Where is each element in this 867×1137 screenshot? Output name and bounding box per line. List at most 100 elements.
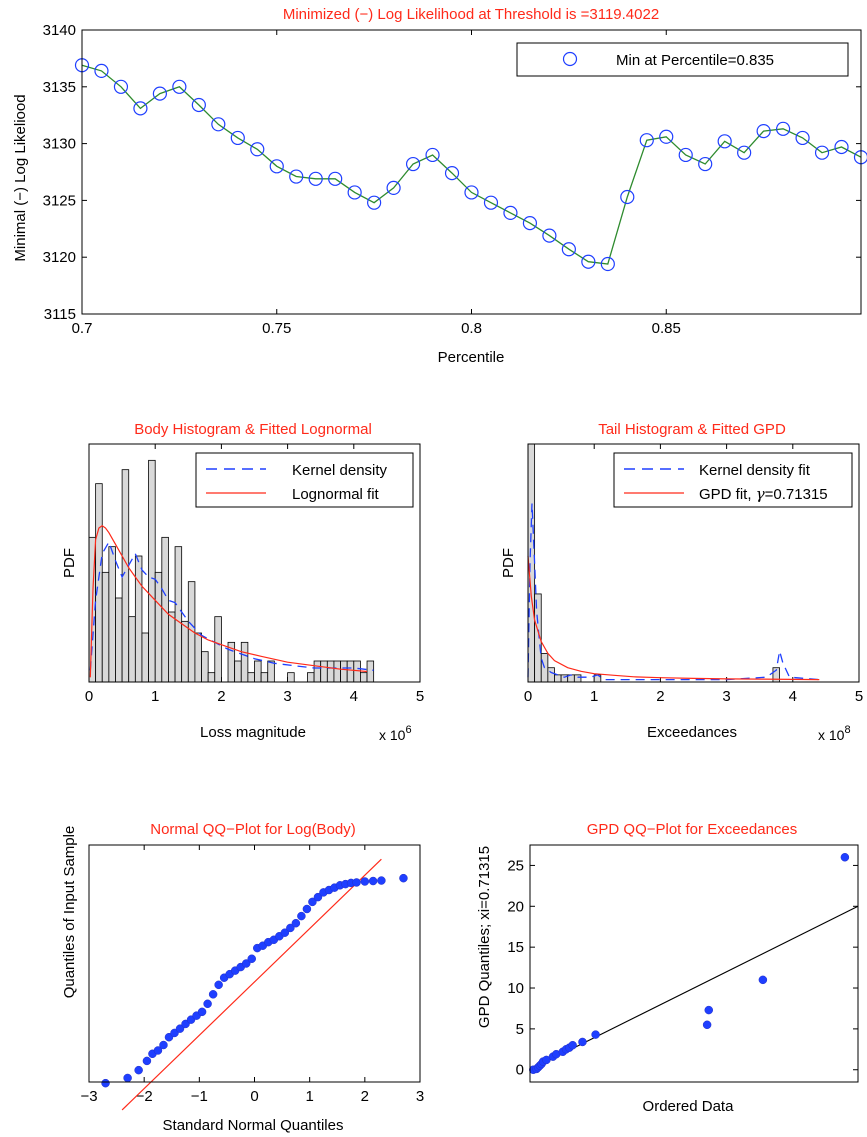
likelihood-point <box>795 130 810 146</box>
body-histogram-bar <box>307 672 315 683</box>
likelihood-point <box>678 147 693 163</box>
body-histogram-bar <box>320 660 328 683</box>
normal-qq-x-label: −2 <box>136 1088 153 1105</box>
body-histogram-bar <box>353 660 361 683</box>
normal-qq-x-label: 1 <box>305 1088 313 1105</box>
normal-qq-point <box>142 1056 152 1066</box>
likelihood-point <box>756 124 771 139</box>
likelihood-point <box>113 79 129 94</box>
gpd-qq-ylabel: GPD Quantiles; xi=0.71315 <box>476 846 493 1028</box>
gpd-qq-point <box>758 975 768 985</box>
tail-histogram-x-label: 2 <box>656 688 664 705</box>
normal-qq-point <box>159 1040 168 1050</box>
gpd-qq-point <box>704 1005 714 1015</box>
legend-entry-min-percentile: Min at Percentile=0.835 <box>616 52 774 69</box>
body-histogram-bar <box>161 536 169 683</box>
likelihood-point <box>581 254 596 269</box>
gpd-qq-axes <box>529 844 859 1083</box>
body-histogram-title: Body Histogram & Fitted Lognormal <box>134 421 372 438</box>
likelihood-point <box>542 228 557 243</box>
body-histogram-bar <box>101 571 110 683</box>
likelihood-point <box>347 185 362 200</box>
normal-qq-point <box>377 876 386 885</box>
normal-qq-axes <box>88 844 421 1083</box>
legend-entry-gpd-fit: GPD fit, γ=0.71315 <box>699 485 828 503</box>
body-histogram-bar <box>346 660 355 683</box>
likelihood-point <box>561 242 576 257</box>
likelihood-y-label: 3135 <box>43 79 76 96</box>
tail-histogram-axes <box>527 443 860 683</box>
likelihood-point <box>211 117 226 132</box>
body-histogram-bar <box>128 616 136 683</box>
normal-qq-point <box>208 990 218 999</box>
body-histogram-bar <box>260 672 269 683</box>
tail-histogram-legend: Kernel density fit GPD fit, γ=0.71315 <box>613 452 853 508</box>
gpd-qq-point <box>591 1030 600 1039</box>
normal-qq-point <box>368 876 378 886</box>
likelihood-x-label: 0.85 <box>652 320 681 337</box>
likelihood-y-label: 3140 <box>43 22 76 39</box>
normal-qq-point <box>203 999 212 1009</box>
body-histogram-x-label: 4 <box>350 688 358 705</box>
gpd-qq-point <box>568 1040 577 1050</box>
body-histogram-x-label: 3 <box>283 688 291 705</box>
likelihood-point <box>269 159 284 174</box>
likelihood-point <box>367 195 382 210</box>
body-histogram-bar <box>181 620 189 683</box>
likelihood-y-label: 3125 <box>43 192 76 209</box>
body-histogram-bar <box>340 660 348 683</box>
likelihood-point <box>425 147 440 163</box>
gpd-qq-chart: GPD QQ−Plot for Exceedances GPD Quantile… <box>476 821 859 1115</box>
likelihood-point <box>405 156 421 172</box>
normal-qq-x-label: −3 <box>80 1088 97 1105</box>
normal-qq-point <box>123 1073 132 1083</box>
normal-qq-point <box>352 878 361 887</box>
body-histogram-bar <box>168 611 176 683</box>
tail-histogram-x-label: 1 <box>590 688 598 705</box>
body-histogram-ylabel: PDF <box>61 548 78 578</box>
tail-histogram-x-label: 0 <box>524 688 532 705</box>
gpd-qq-point <box>702 1020 712 1030</box>
body-histogram-bar <box>287 672 295 683</box>
body-histogram-bar <box>254 660 262 683</box>
legend-entry-kernel-density-fit: Kernel density fit <box>699 462 811 479</box>
normal-qq-chart: Normal QQ−Plot for Log(Body) Quantiles o… <box>61 821 424 1134</box>
body-histogram-bar <box>366 660 375 683</box>
normal-qq-x-label: 3 <box>416 1088 424 1105</box>
likelihood-point <box>289 169 304 184</box>
gpd-qq-y-label: 5 <box>516 1021 524 1038</box>
likelihood-point <box>639 133 654 148</box>
likelihood-point <box>737 145 752 160</box>
normal-qq-x-label: 0 <box>250 1088 258 1105</box>
normal-qq-point <box>286 923 295 933</box>
body-histogram-legend: Kernel density Lognormal fit <box>195 452 414 508</box>
body-histogram-bar <box>194 632 202 683</box>
likelihood-y-label: 3130 <box>43 136 76 153</box>
likelihood-chart-ylabel: Minimal (−) Log Likeliood <box>12 94 29 261</box>
body-histogram-bar <box>326 660 335 683</box>
body-histogram-bar <box>247 672 255 683</box>
normal-qq-point <box>101 1078 110 1088</box>
likelihood-point <box>230 130 245 146</box>
normal-qq-point <box>214 980 223 990</box>
tail-histogram-xlabel: Exceedances <box>647 724 737 741</box>
likelihood-chart-xlabel: Percentile <box>438 349 505 366</box>
body-histogram-xlabel: Loss magnitude <box>200 724 306 741</box>
likelihood-point <box>386 180 401 196</box>
normal-qq-point <box>302 904 312 914</box>
body-histogram-bar <box>313 660 322 683</box>
tail-histogram-chart: Tail Histogram & Fitted GPD PDF Exceedan… <box>500 421 863 743</box>
legend-entry-kernel-density: Kernel density <box>292 462 388 479</box>
likelihood-point <box>444 166 460 181</box>
likelihood-chart-legend: Min at Percentile=0.835 <box>516 42 849 77</box>
normal-qq-ylabel: Quantiles of Input Sample <box>61 826 78 999</box>
tail-histogram-fit-line <box>527 555 820 681</box>
body-histogram-bar <box>201 651 209 683</box>
likelihood-point <box>600 256 615 272</box>
normal-qq-x-label: 2 <box>361 1088 369 1105</box>
normal-qq-point <box>291 918 301 928</box>
likelihood-chart-title: Minimized (−) Log Likelihood at Threshol… <box>283 6 659 23</box>
normal-qq-xlabel: Standard Normal Quantiles <box>163 1117 344 1134</box>
body-histogram-bar <box>207 672 216 683</box>
tail-histogram-x-exponent: x 108 <box>818 724 851 743</box>
